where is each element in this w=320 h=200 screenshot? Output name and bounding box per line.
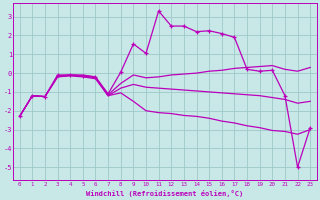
X-axis label: Windchill (Refroidissement éolien,°C): Windchill (Refroidissement éolien,°C) [86, 190, 244, 197]
